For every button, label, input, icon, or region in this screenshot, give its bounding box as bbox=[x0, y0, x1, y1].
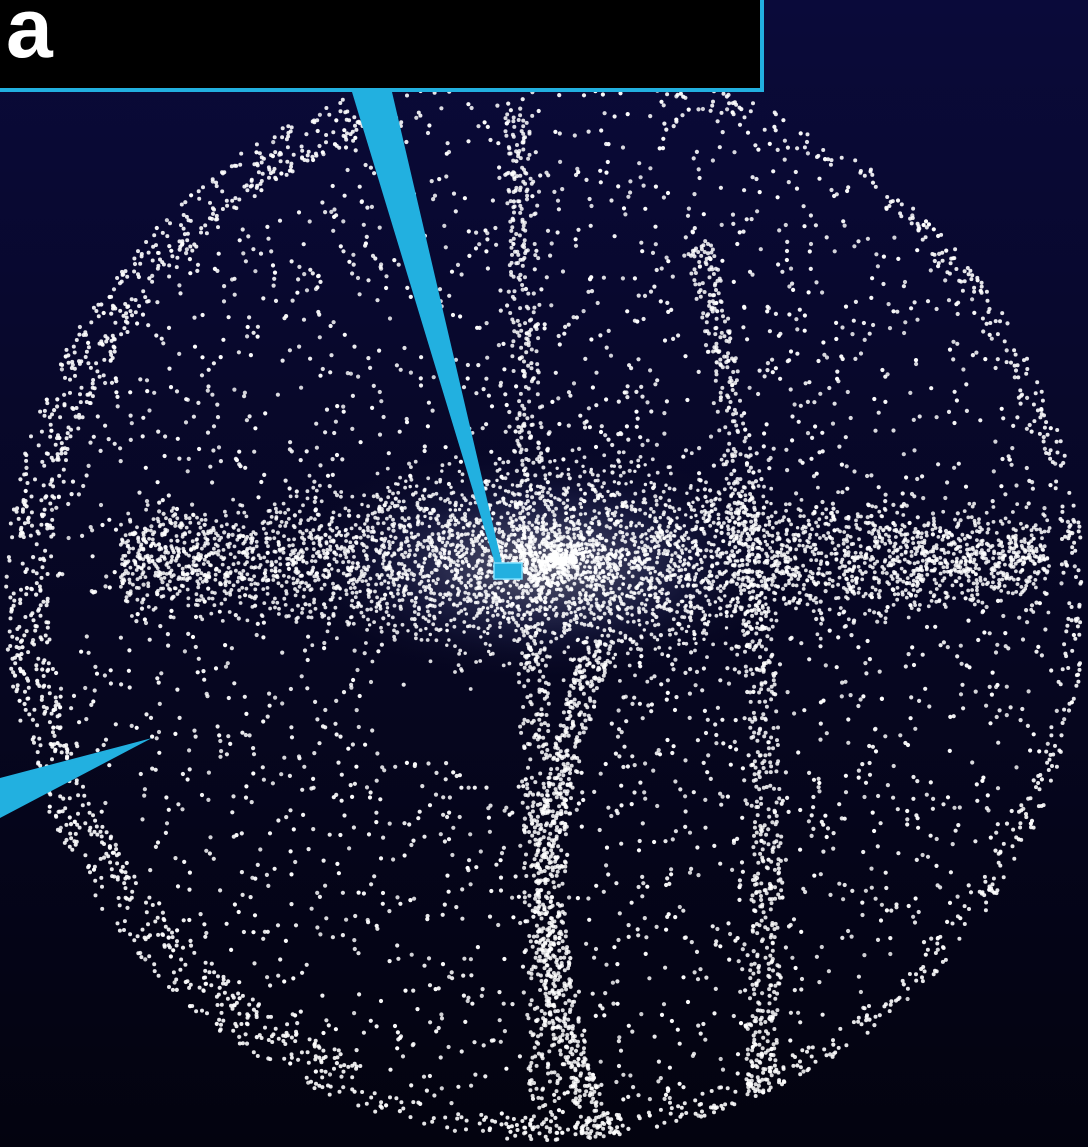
panel-letter: a bbox=[6, 0, 53, 75]
highlight-box-icon bbox=[493, 562, 523, 580]
point-cloud-dots bbox=[4, 59, 1084, 1142]
callout-pointer-icon bbox=[352, 92, 503, 570]
callout-pointer-icon bbox=[0, 738, 152, 818]
panel-label-box: a bbox=[0, 0, 764, 92]
